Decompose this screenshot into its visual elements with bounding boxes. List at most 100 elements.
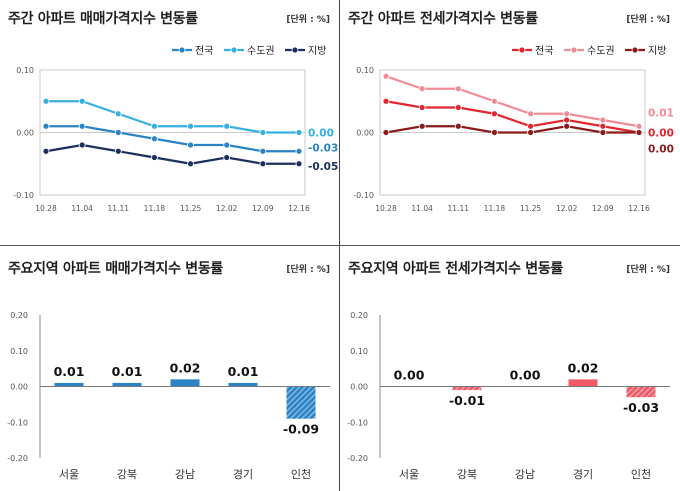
data-point [491, 97, 498, 105]
bar [626, 386, 656, 398]
y-tick-label: -0.10 [13, 191, 34, 200]
data-point [454, 85, 462, 93]
category-label: 서울 [399, 468, 419, 481]
data-point [187, 122, 194, 130]
series-line [385, 125, 639, 134]
bar [54, 382, 84, 387]
x-tick-label: 12.02 [556, 204, 578, 213]
data-point [187, 160, 194, 168]
x-tick-label: 11.18 [484, 204, 506, 213]
unit-label: [단위 : %] [626, 15, 670, 25]
end-value-label: 0.00 [648, 128, 674, 140]
category-label: 서울 [59, 468, 79, 481]
data-point [151, 154, 158, 161]
data-point [599, 129, 607, 136]
x-tick-label: 12.16 [628, 204, 650, 213]
data-point [491, 110, 498, 118]
y-tick-label: -0.10 [347, 418, 368, 427]
y-tick-label: -0.20 [347, 454, 368, 463]
legend-label: 전국 [535, 45, 553, 57]
legend-label: 수도권 [247, 45, 275, 57]
panel-weekly-sale: 주간 아파트 매매가격지수 변동률 [단위 : %] 0.10 0.00 -0.10… [0, 0, 340, 240]
y-tick-label: 0.00 [350, 383, 368, 392]
data-point [259, 129, 267, 136]
bar [452, 386, 482, 391]
data-point [563, 122, 571, 130]
data-point [42, 97, 50, 105]
category-label: 인천 [291, 467, 311, 481]
series-line [46, 125, 299, 153]
series-line [46, 100, 299, 134]
bar-value-label: 0.02 [568, 360, 599, 375]
data-point [454, 122, 462, 130]
bar [170, 379, 200, 387]
x-tick-label: 12.02 [216, 204, 238, 213]
y-tick-label: 0.00 [10, 383, 28, 392]
bar-value-label: 0.00 [394, 368, 425, 383]
bar-value-label: 0.01 [54, 364, 85, 379]
x-tick-label: 10.28 [375, 204, 397, 213]
data-point [599, 116, 607, 124]
legend-label: 수도권 [587, 45, 615, 57]
data-point [295, 160, 303, 168]
panel-region-sale: 주요지역 아파트 매매가격지수 변동률 [단위 : %] 0.20 0.10 0.0… [0, 250, 340, 491]
bar-value-label: -0.01 [449, 393, 485, 408]
data-point [187, 141, 194, 149]
end-value-label: -0.03 [308, 142, 338, 154]
bar-value-label: 0.01 [112, 364, 143, 379]
end-value-label: 0.01 [648, 107, 674, 119]
bar [228, 382, 258, 387]
data-point [382, 97, 390, 105]
data-point [295, 129, 303, 136]
data-point [563, 110, 571, 118]
legend-label: 지방 [648, 45, 666, 57]
category-label: 경기 [573, 468, 593, 481]
data-point [382, 129, 390, 136]
data-point [151, 122, 158, 130]
data-point [114, 129, 122, 136]
series-line [385, 100, 640, 134]
bar-value-label: -0.03 [623, 400, 659, 415]
x-tick-label: 11.18 [144, 204, 166, 213]
category-label: 강북 [117, 468, 137, 481]
data-point [563, 116, 571, 124]
bar-value-label: 0.01 [228, 364, 259, 379]
bar [286, 386, 316, 419]
panel-weekly-jeonse: 주간 아파트 전세가격지수 변동률 [단위 : %] 0.10 0.00 -0.10… [340, 0, 680, 240]
data-point [418, 104, 426, 111]
data-point [418, 85, 426, 93]
data-point [418, 122, 426, 130]
data-point [635, 129, 643, 136]
y-tick-label: 0.10 [356, 66, 374, 75]
unit-label: [단위 : %] [286, 15, 330, 25]
unit-label: [단위 : %] [626, 265, 670, 275]
end-value-label: 0.00 [648, 144, 674, 156]
legend-marker [570, 46, 578, 54]
y-tick-label: 0.10 [10, 347, 28, 356]
end-value-label: -0.05 [308, 161, 338, 173]
data-point [78, 122, 86, 130]
x-tick-label: 12.09 [252, 204, 274, 213]
x-tick-label: 11.11 [448, 204, 470, 213]
data-point [259, 147, 267, 155]
unit-label: [단위 : %] [286, 265, 330, 275]
chart-title: 주간 아파트 매매가격지수 변동률 [8, 11, 198, 27]
data-point [151, 135, 158, 143]
data-point [454, 104, 462, 111]
x-tick-label: 11.25 [520, 204, 542, 213]
y-tick-label: -0.10 [353, 191, 374, 200]
data-point [527, 122, 534, 130]
legend-marker [631, 46, 639, 54]
panel-region-jeonse: 주요지역 아파트 전세가격지수 변동률 [단위 : %] 0.20 0.10 0.0… [340, 250, 680, 491]
data-point [223, 141, 231, 149]
y-tick-label: 0.20 [350, 311, 368, 320]
horizontal-divider [0, 245, 680, 246]
legend-marker [230, 46, 238, 54]
x-tick-label: 11.04 [71, 204, 93, 213]
data-point [259, 160, 267, 168]
data-point [114, 147, 122, 155]
data-point [527, 129, 534, 136]
category-label: 경기 [233, 468, 253, 481]
